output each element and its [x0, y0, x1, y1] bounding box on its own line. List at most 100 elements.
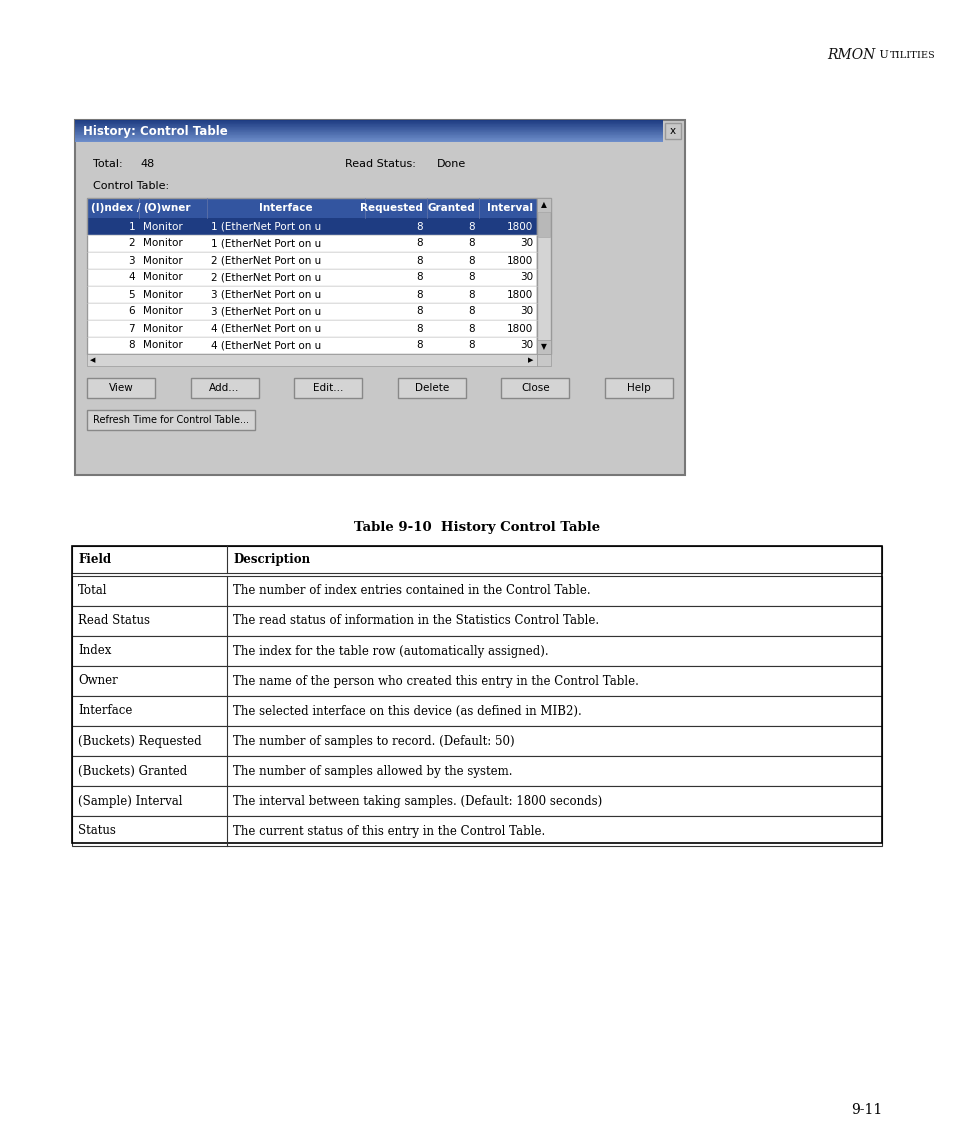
Text: 2 (EtherNet Port on u: 2 (EtherNet Port on u — [211, 255, 321, 266]
Text: The name of the person who created this entry in the Control Table.: The name of the person who created this … — [233, 674, 639, 687]
Text: 8: 8 — [416, 340, 422, 350]
Bar — [87, 198, 537, 354]
Text: The selected interface on this device (as defined in MIB2).: The selected interface on this device (a… — [233, 704, 581, 718]
Text: 2: 2 — [129, 238, 135, 248]
Text: ▼: ▼ — [540, 342, 546, 352]
Text: 8: 8 — [468, 255, 475, 266]
Text: 8: 8 — [468, 324, 475, 333]
Bar — [191, 378, 258, 398]
Bar — [71, 756, 882, 785]
Text: Delete: Delete — [415, 382, 449, 393]
Text: Monitor: Monitor — [143, 238, 183, 248]
Bar — [537, 340, 551, 354]
Text: 1800: 1800 — [506, 290, 533, 300]
Text: 3 (EtherNet Port on u: 3 (EtherNet Port on u — [211, 290, 321, 300]
Text: The interval between taking samples. (Default: 1800 seconds): The interval between taking samples. (De… — [233, 795, 601, 807]
Text: 6: 6 — [129, 307, 135, 316]
Text: History: Control Table: History: Control Table — [83, 125, 228, 137]
Text: Edit...: Edit... — [313, 382, 343, 393]
Text: Done: Done — [436, 159, 466, 169]
Text: 4 (EtherNet Port on u: 4 (EtherNet Port on u — [211, 340, 321, 350]
Text: ▲: ▲ — [540, 200, 546, 210]
Text: Read Status: Read Status — [78, 615, 150, 627]
Bar — [294, 378, 362, 398]
Text: Interface: Interface — [78, 704, 132, 718]
Text: The number of index entries contained in the Control Table.: The number of index entries contained in… — [233, 584, 590, 598]
Bar — [71, 546, 882, 843]
Text: Help: Help — [626, 382, 650, 393]
Text: x: x — [669, 126, 676, 136]
Bar — [71, 576, 882, 606]
Text: Granted: Granted — [427, 203, 475, 213]
Text: 4: 4 — [129, 273, 135, 283]
Text: (Sample) Interval: (Sample) Interval — [78, 795, 182, 807]
Text: 30: 30 — [519, 307, 533, 316]
Bar — [87, 198, 537, 218]
Text: Monitor: Monitor — [143, 340, 183, 350]
Text: U: U — [875, 50, 888, 60]
Bar — [87, 269, 537, 286]
Text: Add...: Add... — [210, 382, 239, 393]
Text: 8: 8 — [416, 307, 422, 316]
Text: Interface: Interface — [259, 203, 313, 213]
Text: The number of samples allowed by the system.: The number of samples allowed by the sys… — [233, 765, 512, 777]
Text: 8: 8 — [129, 340, 135, 350]
Bar — [71, 635, 882, 666]
Bar — [87, 286, 537, 303]
Text: ◀: ◀ — [91, 357, 95, 363]
Bar — [87, 410, 254, 431]
Bar — [397, 378, 465, 398]
Text: Interval: Interval — [486, 203, 533, 213]
Text: (Buckets) Requested: (Buckets) Requested — [78, 734, 201, 748]
Bar — [537, 354, 551, 366]
Text: 8: 8 — [468, 340, 475, 350]
Bar — [87, 218, 537, 235]
Bar — [87, 378, 154, 398]
Text: Read Status:: Read Status: — [345, 159, 416, 169]
Bar — [71, 666, 882, 696]
Text: 8: 8 — [416, 273, 422, 283]
Text: Owner: Owner — [78, 674, 117, 687]
Text: 8: 8 — [468, 238, 475, 248]
Text: Field: Field — [78, 553, 111, 566]
Text: 30: 30 — [519, 238, 533, 248]
Bar — [71, 606, 882, 635]
Bar — [87, 319, 537, 337]
Bar — [87, 235, 537, 252]
Text: Description: Description — [233, 553, 310, 566]
Text: 1800: 1800 — [506, 324, 533, 333]
Text: 1800: 1800 — [506, 221, 533, 231]
Text: Total: Total — [78, 584, 108, 598]
Bar — [87, 303, 537, 319]
Bar — [71, 785, 882, 816]
Text: 8: 8 — [416, 255, 422, 266]
Bar — [537, 212, 550, 237]
Text: The index for the table row (automatically assigned).: The index for the table row (automatical… — [233, 645, 548, 657]
Bar — [87, 354, 537, 366]
Text: 30: 30 — [519, 340, 533, 350]
Text: 1: 1 — [129, 221, 135, 231]
Text: (I)ndex /: (I)ndex / — [91, 203, 140, 213]
Text: 2 (EtherNet Port on u: 2 (EtherNet Port on u — [211, 273, 321, 283]
Bar — [75, 120, 684, 475]
Text: 8: 8 — [468, 221, 475, 231]
Text: Monitor: Monitor — [143, 255, 183, 266]
Text: Monitor: Monitor — [143, 273, 183, 283]
Text: Monitor: Monitor — [143, 221, 183, 231]
Text: 30: 30 — [519, 273, 533, 283]
Text: 9-11: 9-11 — [850, 1103, 882, 1118]
Text: 8: 8 — [468, 273, 475, 283]
Text: Monitor: Monitor — [143, 324, 183, 333]
Bar — [664, 123, 680, 139]
Text: 4 (EtherNet Port on u: 4 (EtherNet Port on u — [211, 324, 321, 333]
Text: The current status of this entry in the Control Table.: The current status of this entry in the … — [233, 824, 545, 837]
Bar — [71, 726, 882, 756]
Text: RMON: RMON — [826, 48, 874, 62]
Bar — [537, 198, 551, 354]
Text: Total:: Total: — [92, 159, 123, 169]
Text: 48: 48 — [140, 159, 154, 169]
Bar — [604, 378, 672, 398]
Text: 8: 8 — [468, 307, 475, 316]
Text: The read status of information in the Statistics Control Table.: The read status of information in the St… — [233, 615, 598, 627]
Text: 3: 3 — [129, 255, 135, 266]
